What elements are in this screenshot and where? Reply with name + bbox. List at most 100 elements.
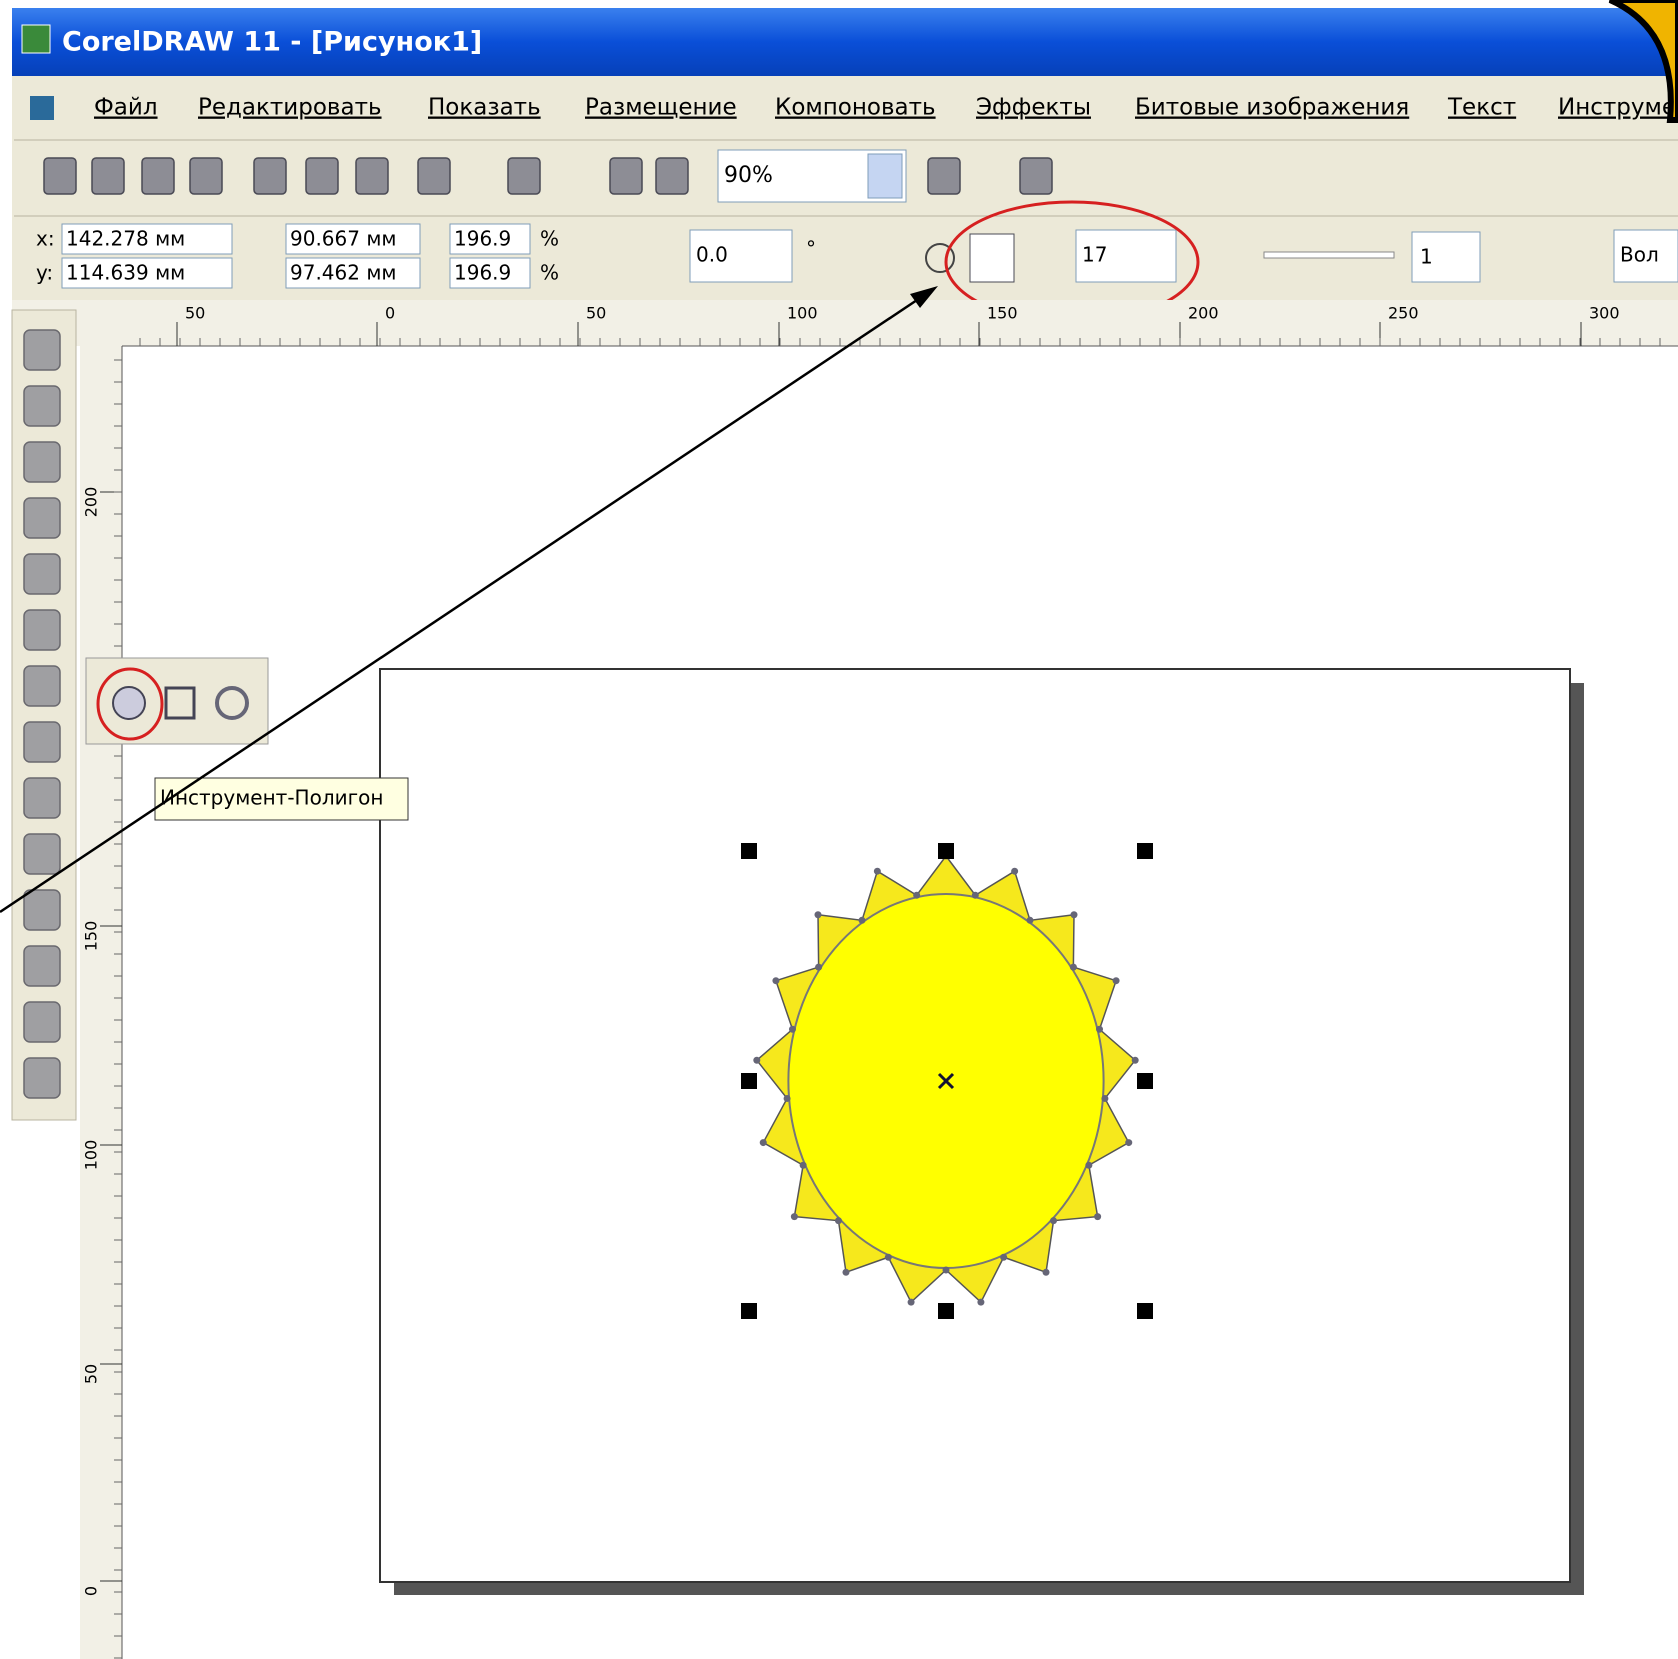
selection-handle <box>1137 1303 1153 1319</box>
toolbar-button[interactable] <box>356 158 388 194</box>
tool[interactable] <box>24 498 60 538</box>
percent-x: % <box>540 227 559 251</box>
toolbox <box>12 310 76 1120</box>
toolbar-button[interactable] <box>1020 158 1052 194</box>
x-value: 142.278 мм <box>66 227 185 251</box>
selection-handle <box>938 843 954 859</box>
tool[interactable] <box>24 946 60 986</box>
menu-item[interactable]: Эффекты <box>976 95 1091 121</box>
node <box>784 1095 791 1102</box>
ruler-label: 150 <box>987 304 1018 323</box>
toolbar-button[interactable] <box>306 158 338 194</box>
scale-y: 196.9 <box>454 261 511 285</box>
toolbar-button[interactable] <box>44 158 76 194</box>
tool[interactable] <box>24 1058 60 1098</box>
node <box>789 1026 796 1033</box>
y-value: 114.639 мм <box>66 261 185 285</box>
scale-x: 196.9 <box>454 227 511 251</box>
node <box>814 911 821 918</box>
ruler-label: 50 <box>185 304 205 323</box>
node <box>842 1269 849 1276</box>
toolbar-button[interactable] <box>92 158 124 194</box>
selection-handle <box>1137 843 1153 859</box>
node <box>753 1057 760 1064</box>
ruler-label: 150 <box>82 921 101 952</box>
zoom-value: 90% <box>724 163 773 188</box>
tool[interactable] <box>24 666 60 706</box>
rotation-value: 0.0 <box>696 243 728 267</box>
node <box>1043 1269 1050 1276</box>
tool[interactable] <box>24 610 60 650</box>
polygon-tool[interactable] <box>113 687 145 719</box>
tool[interactable] <box>24 722 60 762</box>
node <box>1085 1162 1092 1169</box>
node <box>908 1299 915 1306</box>
y-label: y: <box>36 261 53 285</box>
ruler-label: 100 <box>787 304 818 323</box>
menu-item[interactable]: Инструме <box>1558 95 1676 121</box>
toolbar-button[interactable] <box>190 158 222 194</box>
h-ruler <box>12 300 1678 346</box>
node <box>1096 1026 1103 1033</box>
node <box>815 964 822 971</box>
tool[interactable] <box>24 330 60 370</box>
menu-item[interactable]: Редактировать <box>198 95 382 121</box>
tool[interactable] <box>24 890 60 930</box>
sharpness-value: 1 <box>1420 245 1433 269</box>
node <box>1027 917 1034 924</box>
ruler-label: 50 <box>82 1364 101 1384</box>
toolbar-button[interactable] <box>656 158 688 194</box>
menu-item[interactable]: Текст <box>1447 95 1516 121</box>
menu-item[interactable]: Показать <box>428 95 541 121</box>
node <box>1000 1254 1007 1261</box>
node <box>1132 1057 1139 1064</box>
ruler-label: 200 <box>82 487 101 518</box>
node <box>1050 1217 1057 1224</box>
tool[interactable] <box>24 778 60 818</box>
width-value: 90.667 мм <box>290 227 397 251</box>
selection-handle <box>741 1303 757 1319</box>
sharpness-slider[interactable] <box>1264 252 1394 258</box>
node <box>1113 977 1120 984</box>
toolbar-button[interactable] <box>928 158 960 194</box>
doc-icon <box>30 96 54 120</box>
toolbar-button[interactable] <box>418 158 450 194</box>
menu-item[interactable]: Компоновать <box>775 95 936 121</box>
percent-y: % <box>540 261 559 285</box>
node <box>885 1254 892 1261</box>
node <box>1071 911 1078 918</box>
x-label: x: <box>36 227 55 251</box>
selection-handle <box>1137 1073 1153 1089</box>
node <box>972 892 979 899</box>
tool[interactable] <box>24 1002 60 1042</box>
ruler-label: 250 <box>1388 304 1419 323</box>
tool[interactable] <box>24 386 60 426</box>
menu-item[interactable]: Файл <box>94 95 158 121</box>
node <box>1070 964 1077 971</box>
tool[interactable] <box>24 834 60 874</box>
toolbar-button[interactable] <box>610 158 642 194</box>
node <box>1011 868 1018 875</box>
node <box>1125 1139 1132 1146</box>
ruler-label: 0 <box>82 1586 101 1596</box>
node <box>760 1139 767 1146</box>
tool[interactable] <box>24 554 60 594</box>
ruler-label: 200 <box>1188 304 1219 323</box>
menu-item[interactable]: Битовые изображения <box>1135 95 1409 121</box>
window-title: CorelDRAW 11 - [Рисунок1] <box>62 27 482 58</box>
zoom-dropdown[interactable] <box>868 154 902 198</box>
tooltip: Инструмент-Полигон <box>160 786 383 810</box>
tool[interactable] <box>24 442 60 482</box>
menu-item[interactable]: Размещение <box>585 95 737 121</box>
node <box>874 868 881 875</box>
selection-handle <box>741 1073 757 1089</box>
ruler-label: 100 <box>82 1140 101 1171</box>
toolbar-button[interactable] <box>254 158 286 194</box>
toolbar-button[interactable] <box>142 158 174 194</box>
ruler-label: 300 <box>1589 304 1620 323</box>
toolbar-button[interactable] <box>508 158 540 194</box>
node <box>943 1267 950 1274</box>
node <box>977 1299 984 1306</box>
ruler-label: 50 <box>586 304 606 323</box>
star-mode[interactable] <box>970 234 1014 282</box>
